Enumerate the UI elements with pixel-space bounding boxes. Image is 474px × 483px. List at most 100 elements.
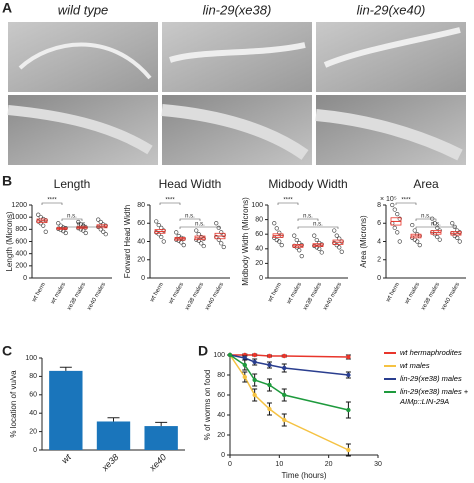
data-point [392, 225, 397, 230]
y-tick-label: 0 [259, 275, 263, 282]
y-tick-label: 800 [15, 226, 27, 233]
data-point [96, 217, 101, 222]
y-tick-label: 80 [217, 372, 225, 379]
tail [315, 109, 463, 161]
x-tick-label: wt males [404, 282, 422, 306]
error-bar [107, 417, 120, 422]
data-point [455, 235, 460, 240]
data-point [390, 202, 395, 208]
image-title: lin-29(xe40) [357, 2, 426, 17]
y-tick-label: 2 [377, 257, 381, 264]
series-line [229, 354, 349, 451]
legend-item: lin-29(xe38) males [384, 374, 474, 384]
data-point [227, 352, 233, 358]
comparison-bracket [415, 226, 457, 229]
x-tick-label: xe38 males [303, 282, 324, 312]
data-point [181, 243, 186, 248]
data-point [282, 365, 287, 371]
data-point [294, 237, 299, 243]
data-point [417, 243, 422, 248]
x-tick-label: xe40 males [205, 282, 226, 312]
data-point [199, 241, 204, 246]
chart-title: Midbody Width [268, 177, 347, 191]
y-axis-label: Midbody Width (Microns) [241, 197, 250, 286]
data-point [252, 352, 257, 358]
comparison-label: **** [47, 198, 57, 204]
x-axis-label: Time (hours) [281, 471, 326, 480]
x-tick-label: xe38 males [67, 282, 88, 312]
data-point [277, 239, 282, 244]
data-point [339, 249, 344, 254]
data-point [159, 234, 164, 240]
data-point [216, 237, 221, 242]
comparison-bracket [297, 226, 339, 229]
y-tick-label: 20 [255, 260, 263, 267]
legend-label: wt males [400, 361, 430, 370]
comparison-label: n.s. [195, 222, 205, 228]
comparison-bracket [159, 202, 181, 205]
data-point [435, 225, 440, 230]
comparison-bracket [61, 218, 83, 221]
x-tick-label: xe40 [147, 452, 169, 474]
chart-title: Area [413, 177, 439, 191]
data-point [435, 234, 440, 240]
legend-swatch [384, 352, 396, 354]
data-point [274, 226, 279, 231]
data-point [282, 392, 287, 398]
data-point [346, 447, 351, 453]
data-point [412, 228, 417, 233]
data-point [179, 240, 184, 245]
data-point [101, 229, 106, 234]
bar [144, 426, 178, 450]
tail [7, 105, 153, 155]
data-point [43, 218, 48, 223]
y-tick-label: 4 [377, 238, 381, 245]
comparison-bracket [277, 202, 299, 205]
comparison-label: n.s. [303, 214, 313, 220]
x-tick-label: xe38 [99, 452, 121, 474]
data-point [397, 239, 402, 244]
x-tick-label: 20 [325, 461, 333, 468]
chart-title: Length [54, 177, 91, 191]
data-point [156, 232, 161, 237]
x-tick-label: 0 [228, 461, 232, 468]
comparison-bracket [415, 218, 437, 221]
chart-title: Head Width [159, 177, 222, 191]
x-tick-label: 10 [275, 461, 283, 468]
data-point [432, 221, 437, 226]
data-point [395, 230, 400, 235]
data-point [242, 374, 247, 380]
y-tick-label: 20 [29, 428, 37, 435]
data-point [337, 245, 342, 250]
legend: wt hermaphrodites wt males lin-29(xe38) ma… [384, 348, 474, 410]
y-tick-label: 20 [217, 432, 225, 439]
y-tick-label: 0 [141, 275, 145, 282]
data-point [252, 377, 257, 383]
data-point [297, 248, 302, 253]
data-point [267, 406, 272, 412]
worm [323, 27, 461, 68]
y-tick-label: 1200 [11, 202, 27, 209]
y-tick-label: 40 [217, 412, 225, 419]
data-point [412, 237, 417, 242]
x-tick-label: wt herm [31, 282, 47, 304]
data-point [103, 232, 108, 237]
micrograph [8, 22, 158, 92]
data-point [437, 237, 442, 242]
data-point [279, 243, 284, 248]
data-point [154, 219, 159, 224]
x-tick-label: wt herm [267, 282, 283, 304]
data-point [334, 243, 339, 248]
image-title: wild type [58, 2, 109, 17]
data-point [282, 353, 287, 359]
data-point [156, 222, 161, 228]
comparison-label: n.s. [313, 222, 323, 228]
data-point [56, 221, 61, 226]
data-point [201, 236, 206, 241]
data-point [219, 241, 224, 246]
data-point [267, 382, 272, 388]
data-point [267, 362, 272, 368]
data-point [397, 216, 402, 221]
data-point [219, 230, 224, 235]
